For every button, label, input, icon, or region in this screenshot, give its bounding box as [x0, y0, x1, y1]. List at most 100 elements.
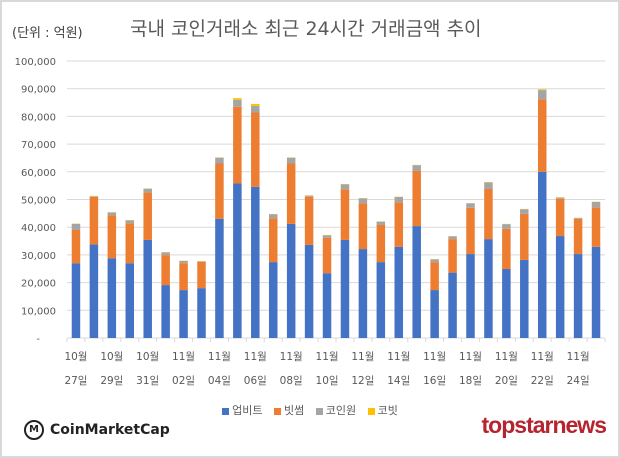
bar-segment-bithumb	[215, 163, 224, 219]
bar-segment-coinone	[107, 212, 117, 216]
bar-segment-bithumb	[394, 202, 404, 247]
x-tick-label-month: 10월	[64, 351, 87, 363]
x-tick-label-day: 08일	[280, 374, 303, 387]
bar-segment-coinone	[412, 165, 421, 171]
bar-segment-bithumb	[251, 112, 260, 187]
y-tick-label: -	[36, 334, 40, 345]
x-tick-label-month: 11월	[172, 351, 195, 363]
bar-segment-upbit	[376, 262, 386, 338]
bar-segment-upbit	[430, 290, 439, 338]
bar-segment-bithumb	[591, 207, 601, 247]
bar-segment-bithumb	[555, 198, 565, 237]
bar-segment-coinone	[71, 223, 81, 230]
bar-segment-coinone	[484, 182, 493, 189]
topstarnews-logo: topstarnews	[481, 412, 607, 438]
x-tick-label-month: 11월	[351, 351, 374, 363]
bar-segment-bithumb	[107, 215, 117, 259]
legend-label: 빗썸	[284, 404, 305, 417]
bar-segment-korbit	[233, 98, 242, 100]
bar-segment-upbit	[448, 272, 457, 338]
bar-segment-upbit	[573, 254, 583, 338]
bar-segment-upbit	[412, 226, 421, 338]
bar-segment-upbit	[233, 183, 242, 338]
x-tick-label-day: 29일	[100, 374, 123, 387]
x-tick-label-day: 14일	[387, 374, 410, 387]
bar-segment-upbit	[358, 249, 368, 338]
x-tick-label-day: 18일	[459, 374, 482, 387]
bar-segment-coinone	[161, 252, 170, 256]
coinmarketcap-text: CoinMarketCap	[50, 422, 170, 438]
bar-segment-upbit	[537, 171, 547, 338]
bar-segment-bithumb	[197, 261, 206, 289]
bar-segment-bithumb	[358, 203, 368, 250]
bar-segment-upbit	[466, 254, 475, 338]
x-tick-label-day: 20일	[495, 374, 518, 387]
bar-segment-upbit	[125, 263, 135, 338]
bar-segment-upbit	[340, 239, 350, 338]
y-tick-label: 30,000	[21, 251, 56, 262]
bar-segment-upbit	[591, 246, 601, 338]
bar-segment-coinone	[394, 197, 404, 203]
y-tick-label: 40,000	[21, 223, 56, 234]
bar-segment-bithumb	[466, 207, 475, 255]
legend-label: 코빗	[377, 404, 398, 417]
y-tick-label: 100,000	[15, 57, 56, 68]
bar-segment-bithumb	[304, 196, 314, 245]
bar-segment-coinone	[125, 220, 135, 224]
x-tick-label-month: 10월	[100, 351, 123, 363]
x-tick-label-month: 11월	[280, 351, 303, 363]
bar-segment-coinone	[448, 236, 457, 240]
x-tick-label-day: 31일	[136, 374, 159, 387]
bar-segment-upbit	[161, 285, 170, 338]
bar-segment-bithumb	[125, 223, 135, 264]
x-tick-label-month: 11월	[244, 351, 267, 363]
bar-segment-coinone	[520, 209, 529, 214]
legend-label: 업비트	[232, 404, 263, 417]
bar-segment-bithumb	[233, 106, 242, 184]
x-tick-label-day: 10일	[316, 374, 339, 387]
bar-segment-coinone	[537, 90, 547, 100]
bar-segment-coinone	[358, 198, 368, 204]
bar-segment-upbit	[286, 223, 296, 338]
bar-segment-bithumb	[340, 189, 350, 240]
y-tick-label: 10,000	[21, 306, 56, 317]
bar-segment-bithumb	[286, 163, 296, 224]
legend-item-bithumb: 빗썸	[274, 404, 304, 417]
bar-segment-upbit	[107, 258, 117, 338]
bar-segment-bithumb	[412, 170, 421, 227]
y-tick-label: 90,000	[21, 85, 56, 96]
bar-segment-bithumb	[179, 263, 188, 291]
bar-segment-upbit	[179, 290, 188, 338]
coinmarketcap-logo: M CoinMarketCap	[24, 420, 170, 440]
bar-segment-upbit	[71, 263, 81, 338]
x-tick-label-month: 11월	[531, 351, 554, 363]
bar-segment-coinone	[304, 195, 314, 197]
bar-segment-upbit	[502, 269, 511, 338]
bar-segment-coinone	[340, 184, 350, 190]
bar-segment-coinone	[573, 218, 583, 219]
x-tick-label-month: 11월	[567, 351, 590, 363]
x-tick-label-day: 04일	[208, 374, 231, 387]
bar-segment-coinone	[215, 157, 224, 164]
bar-segment-korbit	[537, 89, 547, 91]
bar-segment-coinone	[376, 221, 386, 225]
bar-segment-coinone	[502, 224, 511, 229]
legend-item-korbit: 코빗	[367, 404, 398, 417]
bar-segment-bithumb	[520, 213, 529, 260]
bar-segment-coinone	[591, 201, 601, 208]
bar-segment-bithumb	[268, 218, 278, 263]
bar-segment-coinone	[430, 259, 439, 263]
x-tick-label-month: 11월	[208, 351, 231, 363]
bar-segment-coinone	[268, 214, 278, 219]
bar-segment-upbit	[520, 259, 529, 338]
bar-segment-bithumb	[573, 218, 583, 255]
legend-label: 코인원	[325, 404, 357, 417]
bar-segment-upbit	[484, 239, 493, 338]
bar-segment-upbit	[268, 262, 278, 338]
chart-title: 국내 코인거래소 최근 24시간 거래금액 추이	[130, 18, 482, 40]
bar-segment-coinone	[233, 99, 242, 107]
bar-segment-coinone	[143, 188, 152, 193]
x-tick-label-day: 27일	[64, 374, 87, 387]
bar-segment-bithumb	[71, 229, 81, 264]
bar-segment-coinone	[466, 203, 475, 208]
